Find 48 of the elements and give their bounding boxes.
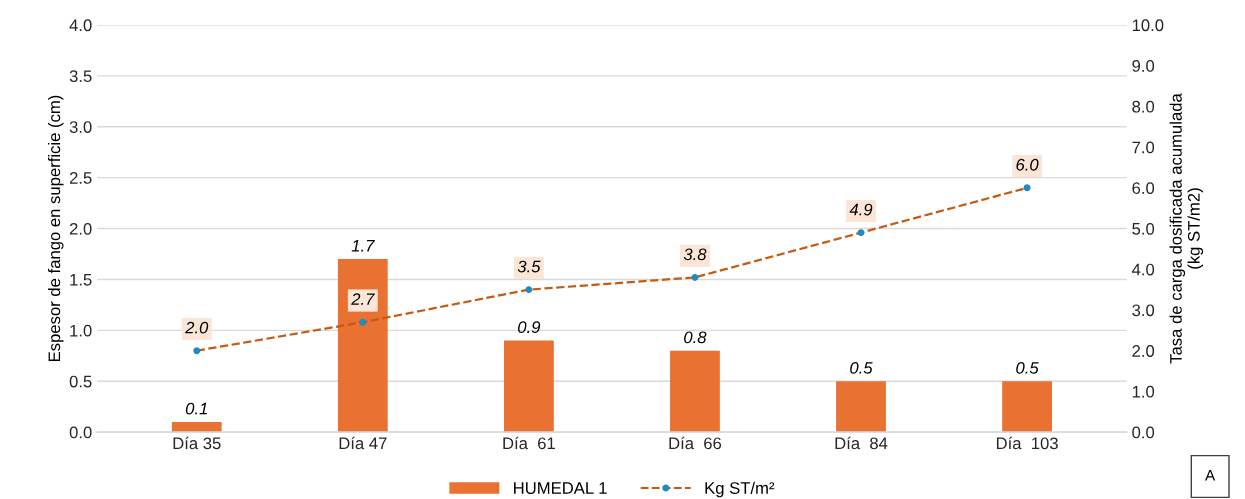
y2-axis-title: Tasa de carga dosificada acumulada (kg ST/m2): [1169, 93, 1204, 364]
y2-tick-label: 3.0: [1132, 304, 1155, 317]
x-tick-label: Día 61: [503, 436, 555, 450]
y2-tick-label: 10.0: [1132, 19, 1164, 32]
text: A: [1205, 469, 1216, 481]
y2-tick-label: 4.0: [1131, 263, 1155, 276]
data-label: 6.0: [1016, 158, 1039, 171]
y-tick-label: 1.5: [70, 274, 92, 286]
y2-tick-label: 6.0: [1132, 182, 1155, 195]
y-tick-label: 2.0: [69, 222, 92, 235]
y2-tick-label: 9.0: [1132, 60, 1155, 72]
data-label: 0.9: [518, 321, 541, 334]
data-label: 4.9: [849, 203, 873, 216]
y-tick-label: 4.0: [69, 19, 92, 32]
data-label: 2.0: [185, 321, 209, 334]
y2-tick-label: 5.0: [1132, 222, 1155, 235]
y2-tick-label: 7.0: [1132, 141, 1155, 154]
data-label: 2.7: [351, 293, 375, 305]
data-label: 0.1: [185, 402, 207, 415]
y-axis-title: Espesor de fango en superficie (cm): [47, 95, 64, 362]
y-tick-label: 0.0: [69, 426, 92, 439]
x-tick-label: Día 47: [339, 436, 387, 450]
bar: [670, 350, 720, 433]
y2-tick-label: 2.0: [1132, 345, 1155, 357]
y2-tick-label: 0.0: [1132, 426, 1155, 439]
bar: [836, 381, 886, 433]
bar: [503, 340, 554, 433]
bar: [337, 259, 388, 433]
x-tick-label: Día 84: [835, 436, 888, 450]
x-tick-label: Día 103: [996, 436, 1058, 450]
y-tick-label: 1.0: [70, 324, 92, 337]
data-label: 0.8: [684, 331, 707, 344]
bar: [1002, 381, 1052, 433]
x-tick-label: Día 66: [669, 436, 722, 450]
data-label: 3.5: [517, 260, 541, 273]
y2-tick-label: 1.0: [1132, 385, 1155, 398]
y-tick-label: 3.0: [69, 121, 92, 133]
y-tick-label: 0.5: [69, 375, 92, 388]
y2-tick-label: 8.0: [1132, 100, 1155, 113]
data-label: 0.5: [850, 361, 873, 374]
data-label: 0.5: [1016, 361, 1039, 374]
y-tick-label: 2.5: [69, 172, 92, 184]
legend-label: HUMEDAL 1: [514, 482, 607, 494]
legend-label: Kg ST/m²: [705, 481, 775, 498]
y-tick-label: 3.5: [69, 70, 92, 83]
data-label: 3.8: [683, 248, 707, 261]
data-label: 1.7: [351, 239, 375, 252]
x-tick-label: Día 35: [173, 436, 221, 450]
